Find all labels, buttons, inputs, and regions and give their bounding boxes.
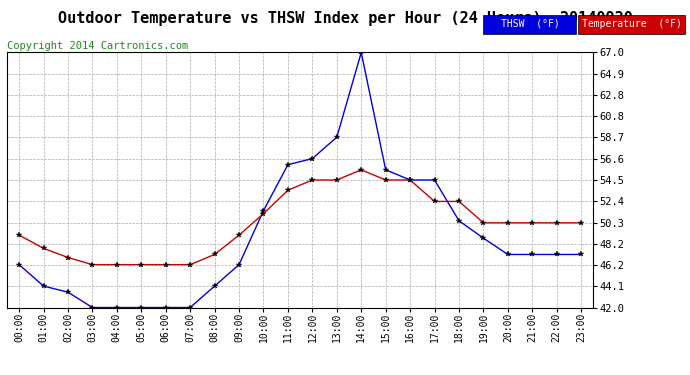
Text: Copyright 2014 Cartronics.com: Copyright 2014 Cartronics.com xyxy=(7,41,188,51)
Text: Temperature  (°F): Temperature (°F) xyxy=(582,19,682,28)
Text: THSW  (°F): THSW (°F) xyxy=(500,19,560,28)
Text: Outdoor Temperature vs THSW Index per Hour (24 Hours)  20140930: Outdoor Temperature vs THSW Index per Ho… xyxy=(57,11,633,26)
